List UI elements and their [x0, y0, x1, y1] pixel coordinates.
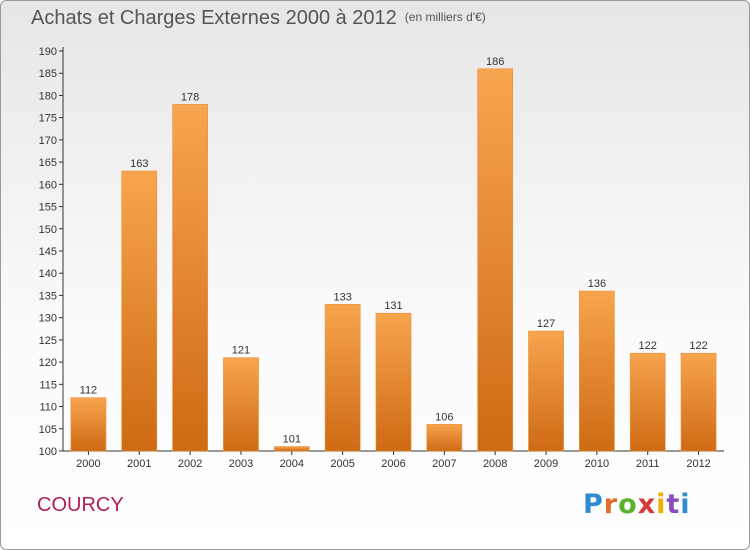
- bar: [680, 352, 717, 452]
- bar: [528, 330, 564, 452]
- bar: [375, 312, 412, 452]
- data-label: 122: [639, 340, 657, 352]
- logo-letter: t: [666, 489, 681, 520]
- data-label: 127: [537, 318, 555, 330]
- x-tick-label: 2003: [229, 458, 253, 470]
- y-tick-label: 185: [39, 68, 57, 80]
- y-tick-label: 150: [39, 224, 57, 236]
- data-label: 178: [181, 91, 199, 103]
- x-tick-label: 2010: [585, 458, 609, 470]
- logo-letter: i: [680, 489, 691, 520]
- x-tick-label: 2002: [178, 458, 202, 470]
- chart-title-text: Achats et Charges Externes 2000 à 2012: [31, 7, 397, 29]
- y-tick-label: 140: [39, 268, 57, 280]
- bar: [70, 397, 107, 452]
- y-tick-label: 105: [39, 424, 57, 436]
- y-tick-label: 120: [39, 357, 57, 369]
- x-tick-label: 2008: [483, 458, 507, 470]
- x-tick-label: 2009: [534, 458, 558, 470]
- x-tick-label: 2012: [686, 458, 710, 470]
- x-tick-label: 2000: [76, 458, 100, 470]
- logo-letter: i: [656, 489, 667, 520]
- y-tick-label: 190: [39, 46, 57, 58]
- y-tick-label: 115: [39, 379, 57, 391]
- bar: [273, 446, 310, 452]
- data-label: 101: [283, 434, 301, 446]
- data-label: 121: [232, 345, 250, 357]
- data-label: 112: [80, 385, 98, 397]
- commune-name: COURCY: [37, 494, 124, 516]
- bar: [426, 424, 463, 452]
- y-tick-label: 180: [39, 90, 57, 102]
- bar: [172, 104, 208, 452]
- logo-letter: x: [637, 489, 657, 520]
- bar: [223, 357, 259, 452]
- x-tick-label: 2011: [636, 458, 660, 470]
- data-label: 163: [130, 158, 148, 170]
- bars: 112 163 178 121 101 133 131 106 186 127 136 122 122: [70, 56, 717, 452]
- x-tick-label: 2007: [432, 458, 456, 470]
- y-tick-label: 145: [39, 246, 57, 258]
- y-tick-label: 175: [39, 113, 57, 125]
- logo-letter: o: [618, 489, 638, 520]
- data-label: 133: [333, 291, 351, 303]
- y-tick-label: 130: [39, 313, 57, 325]
- y-tick-label: 100: [39, 446, 57, 458]
- bar: [121, 170, 158, 452]
- bar: [629, 352, 666, 452]
- x-tick-label: 2006: [381, 458, 405, 470]
- bar: [477, 68, 514, 452]
- bar: [579, 290, 615, 452]
- y-tick-label: 165: [39, 157, 57, 169]
- data-label: 186: [486, 56, 504, 68]
- y-tick-label: 125: [39, 335, 57, 347]
- y-tick-label: 135: [39, 290, 57, 302]
- data-label: 136: [588, 278, 606, 290]
- logo-letter: P: [583, 489, 604, 520]
- logo-letter: r: [603, 489, 619, 520]
- y-tick-label: 160: [39, 179, 57, 191]
- y-tick-label: 155: [39, 202, 57, 214]
- chart-title: Achats et Charges Externes 2000 à 2012 (e…: [31, 7, 486, 30]
- data-label: 106: [435, 411, 453, 423]
- y-tick-label: 170: [39, 135, 57, 147]
- chart-unit: (en milliers d'€): [404, 10, 486, 24]
- bar: [324, 304, 361, 452]
- data-label: 122: [689, 340, 707, 352]
- x-tick-label: 2001: [127, 458, 151, 470]
- x-tick-label: 2005: [330, 458, 354, 470]
- x-tick-label: 2004: [280, 458, 304, 470]
- y-tick-label: 110: [39, 402, 57, 414]
- data-label: 131: [384, 300, 402, 312]
- proxiti-logo[interactable]: Proxiti: [583, 489, 691, 520]
